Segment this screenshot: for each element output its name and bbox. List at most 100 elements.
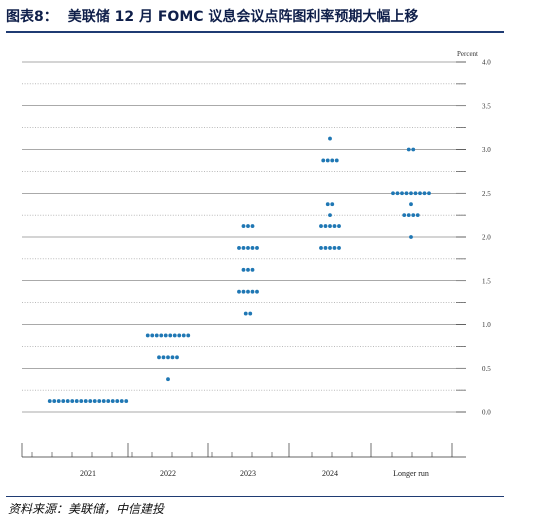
participant-dot <box>246 289 250 294</box>
participant-dot <box>241 267 246 272</box>
participant-dot <box>163 333 168 338</box>
y-tick-label: 1.0 <box>482 321 491 329</box>
participant-dot <box>241 289 246 294</box>
participant-dot <box>106 399 111 403</box>
participant-dot <box>427 191 431 196</box>
participant-dot <box>337 224 341 228</box>
participant-dot <box>246 224 250 228</box>
x-tick-label: 2022 <box>160 469 176 478</box>
participant-dot <box>186 333 191 338</box>
participant-dot <box>110 399 115 403</box>
participant-dot <box>172 333 177 338</box>
participant-dot <box>150 333 155 338</box>
x-tick-label: 2024 <box>322 469 338 478</box>
source-divider <box>6 496 504 497</box>
grid-lines <box>22 61 466 413</box>
participant-dot <box>330 158 335 163</box>
participant-dot <box>70 399 75 403</box>
participant-dot <box>243 311 248 316</box>
participant-dot <box>409 235 413 239</box>
participant-dot <box>325 158 330 163</box>
participant-dot <box>74 399 79 403</box>
y-tick-label: 2.0 <box>482 234 491 242</box>
participant-dot <box>400 191 404 196</box>
participant-dot <box>250 224 255 228</box>
participant-dot <box>161 355 166 360</box>
participant-dot <box>409 202 413 207</box>
participant-dot <box>328 213 332 218</box>
participant-dot <box>325 202 330 207</box>
participant-dot <box>79 399 84 403</box>
participant-dot <box>115 399 120 403</box>
participant-dot <box>124 399 129 403</box>
y-tick-label: 0.5 <box>482 365 491 373</box>
participant-dot <box>237 246 241 250</box>
participant-dot <box>47 399 52 403</box>
participant-dot <box>323 246 328 250</box>
participant-dot <box>402 213 407 218</box>
participant-dot <box>177 333 182 338</box>
participant-dot <box>418 191 422 196</box>
source-note: 资料来源：美联储，中信建投 <box>8 502 165 516</box>
participant-dot <box>159 333 164 338</box>
participant-dot <box>170 355 175 360</box>
participant-dot <box>413 191 418 196</box>
participant-dot <box>119 399 124 403</box>
participant-dot <box>321 158 326 163</box>
participant-dot <box>391 191 395 196</box>
participant-dot <box>88 399 93 403</box>
participant-dot <box>328 136 332 141</box>
participant-dot <box>241 224 246 228</box>
y-tick-label: 2.5 <box>482 190 491 198</box>
participant-dot <box>237 289 241 294</box>
axes: 4.0 3.5 3.0 2.5 2.0 1.5 1.0 0.5 0.0 Percent 2021 20… <box>21 50 491 478</box>
dot-series <box>47 136 431 403</box>
y-tick-label: 0.0 <box>482 409 491 417</box>
participant-dot <box>168 333 173 338</box>
participant-dot <box>175 355 179 360</box>
participant-dot <box>145 333 150 338</box>
participant-dot <box>181 333 186 338</box>
participant-dot <box>323 224 328 228</box>
y-tick-label: 3.0 <box>482 146 491 154</box>
participant-dot <box>166 377 170 382</box>
x-tick-label: Longer run <box>393 469 429 478</box>
participant-dot <box>97 399 102 403</box>
participant-dot <box>166 355 170 360</box>
participant-dot <box>250 267 255 272</box>
participant-dot <box>404 191 409 196</box>
participant-dot <box>337 246 341 250</box>
participant-dot <box>406 147 411 152</box>
x-tick-label: 2021 <box>80 469 96 478</box>
participant-dot <box>395 191 400 196</box>
participant-dot <box>319 246 323 250</box>
participant-dot <box>248 311 253 316</box>
participant-dot <box>330 202 335 207</box>
participant-dot <box>328 224 332 228</box>
title-divider <box>6 31 504 33</box>
participant-dot <box>101 399 106 403</box>
participant-dot <box>61 399 66 403</box>
participant-dot <box>255 246 259 250</box>
participant-dot <box>65 399 70 403</box>
participant-dot <box>52 399 57 403</box>
participant-dot <box>411 147 416 152</box>
participant-dot <box>332 224 337 228</box>
figure-label: 图表8： <box>6 9 58 25</box>
participant-dot <box>92 399 97 403</box>
participant-dot <box>255 289 259 294</box>
participant-dot <box>319 224 323 228</box>
participant-dot <box>415 213 420 218</box>
participant-dot <box>56 399 61 403</box>
chart-title-bar: 图表8： 美联储 12 月 FOMC 议息会议点阵图利率预期大幅上移 <box>6 6 504 28</box>
participant-dot <box>328 246 332 250</box>
figure-title: 美联储 12 月 FOMC 议息会议点阵图利率预期大幅上移 <box>67 9 419 25</box>
y-tick-label: 4.0 <box>482 59 491 67</box>
participant-dot <box>250 246 255 250</box>
participant-dot <box>332 246 337 250</box>
participant-dot <box>422 191 427 196</box>
x-tick-label: 2023 <box>240 469 256 478</box>
participant-dot <box>246 246 250 250</box>
participant-dot <box>157 355 161 360</box>
participant-dot <box>406 213 411 218</box>
